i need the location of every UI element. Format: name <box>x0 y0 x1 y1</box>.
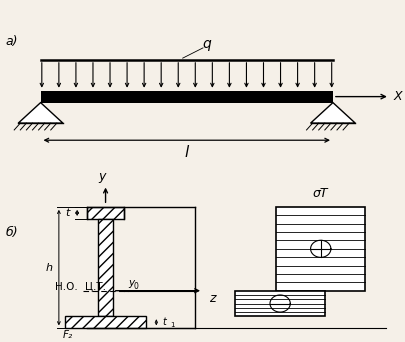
Text: q: q <box>202 38 211 51</box>
Bar <box>275 207 364 291</box>
Polygon shape <box>18 103 63 123</box>
Text: z: z <box>209 292 215 305</box>
Bar <box>40 91 332 103</box>
Text: F₂: F₂ <box>63 330 73 340</box>
Bar <box>235 291 324 316</box>
Text: h: h <box>45 263 52 273</box>
Text: Ц.Т.: Ц.Т. <box>85 281 106 292</box>
Text: t: t <box>162 317 166 327</box>
Text: l: l <box>184 145 188 160</box>
Text: 0: 0 <box>134 282 139 291</box>
Text: б): б) <box>6 226 19 239</box>
Text: 1: 1 <box>170 322 175 328</box>
Text: σТ: σТ <box>312 187 328 200</box>
Bar <box>98 219 113 316</box>
Text: X: X <box>393 90 401 103</box>
Polygon shape <box>310 103 354 123</box>
Text: Н.О.: Н.О. <box>55 281 77 292</box>
Text: t: t <box>65 208 69 218</box>
Text: y: y <box>128 278 134 288</box>
Bar <box>87 207 124 219</box>
Bar <box>65 316 146 328</box>
Text: y: y <box>98 170 106 183</box>
Text: а): а) <box>6 35 18 48</box>
